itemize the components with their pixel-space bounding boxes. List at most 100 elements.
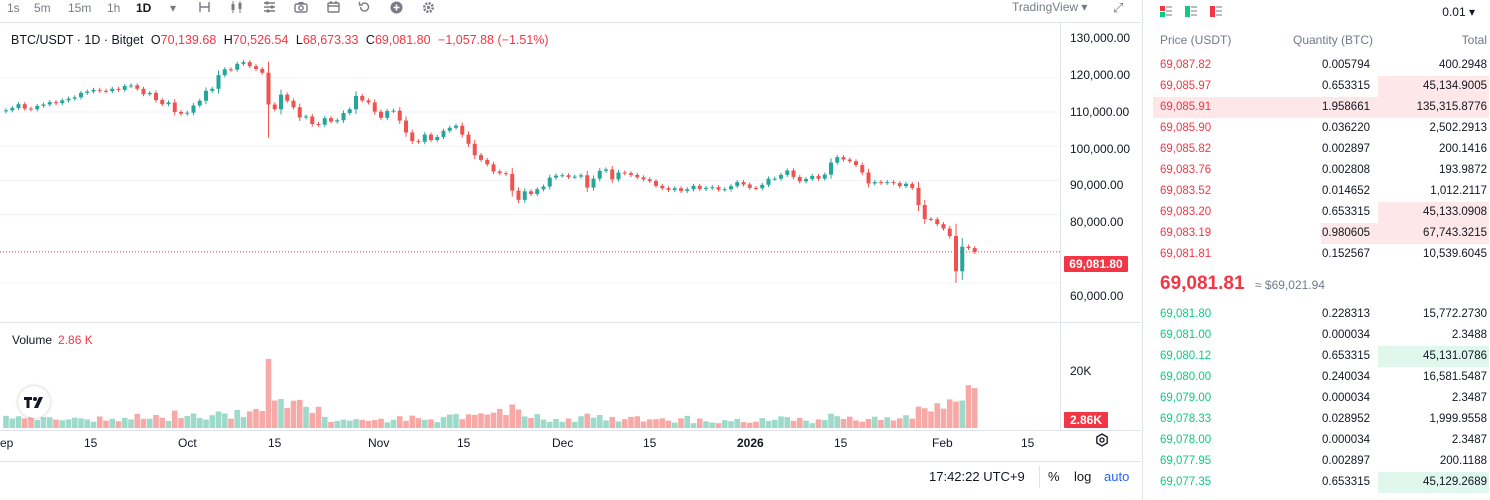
bid-row[interactable]: 69,077.35 0.653315 45,129.2689 (1153, 472, 1489, 493)
volume-bar (84, 419, 91, 428)
volume-bar (215, 411, 222, 428)
bid-total: 16,581.5487 (1423, 371, 1487, 383)
settings-icon[interactable] (1095, 433, 1109, 452)
candle-body (916, 187, 921, 205)
candle-body (722, 189, 727, 191)
calendar-icon[interactable] (327, 1, 340, 16)
interval-1s[interactable]: 1s (7, 1, 20, 15)
interval-15m[interactable]: 15m (68, 1, 92, 15)
time-axis-label: 15 (84, 436, 98, 450)
orderbook-bids-icon[interactable] (1185, 6, 1197, 17)
ask-row[interactable]: 69,081.81 0.152567 10,539.6045 (1153, 244, 1489, 265)
candle-body (416, 141, 421, 143)
ask-row[interactable]: 69,087.82 0.005794 400.2948 (1153, 55, 1489, 76)
ask-row[interactable]: 69,083.19 0.980605 67,743.3215 (1153, 223, 1489, 244)
ask-total: 400.2948 (1439, 59, 1487, 71)
chart-toolbar: 1s 5m 15m 1h 1D ▾ TradingView ▾ ⤢ (0, 0, 1141, 17)
volume-bar (28, 416, 34, 428)
time-axis-label: 2026 (737, 436, 764, 450)
ask-row[interactable]: 69,085.90 0.036220 2,502.2913 (1153, 118, 1489, 139)
candle-body (429, 134, 433, 141)
footer-border (0, 461, 1141, 462)
bid-row[interactable]: 69,080.12 0.653315 45,131.0786 (1153, 346, 1489, 367)
ask-price: 69,087.82 (1160, 59, 1212, 71)
volume-bar (603, 420, 609, 428)
volume-bar (159, 417, 166, 428)
candle-body (210, 88, 215, 91)
candle-body (204, 90, 208, 101)
candle-body (585, 175, 590, 188)
volume-bar (409, 415, 416, 428)
expand-icon[interactable]: ⤢ (1113, 0, 1124, 15)
volume-bar (871, 416, 878, 428)
interval-1h[interactable]: 1h (107, 1, 121, 15)
interval-5m[interactable]: 5m (34, 1, 51, 15)
candle-body (366, 100, 371, 103)
orderbook-asks-icon[interactable] (1210, 6, 1222, 17)
candle-body (810, 175, 815, 180)
candle-body (791, 170, 796, 177)
symbol-title[interactable]: BTC/USDT · 1D · Bitget (11, 33, 144, 47)
indicators-icon[interactable] (263, 1, 276, 16)
add-icon[interactable] (390, 1, 403, 17)
orderbook-both-icon[interactable] (1160, 6, 1172, 17)
open-label: O (150, 33, 161, 47)
open-value: 70,139.68 (160, 33, 217, 47)
volume-label[interactable]: Volume (12, 333, 53, 347)
bid-row[interactable]: 69,078.00 0.000034 2.3487 (1153, 430, 1489, 451)
interval-1d[interactable]: 1D (136, 1, 152, 15)
volume-bar (628, 416, 634, 428)
volume-bar (884, 417, 891, 428)
ask-row[interactable]: 69,083.20 0.653315 45,133.0908 (1153, 202, 1489, 223)
bid-quantity: 0.228313 (1322, 308, 1370, 320)
bid-quantity: 0.000034 (1322, 434, 1370, 446)
tradingview-logo[interactable] (18, 386, 50, 418)
price-axis-label: 60,000.00 (1070, 289, 1124, 303)
percent-scale-toggle[interactable]: % (1048, 469, 1060, 484)
high-label: H (223, 33, 233, 47)
precision-select[interactable]: 0.01 ▾ (1442, 5, 1475, 19)
ask-row[interactable]: 69,085.97 0.653315 45,134.9005 (1153, 76, 1489, 97)
volume-bar (21, 418, 28, 428)
volume-bar (421, 419, 428, 428)
utc-clock[interactable]: 17:42:22 UTC+9 (929, 469, 1025, 484)
volume-bar (640, 421, 647, 428)
candle-body (66, 98, 71, 101)
auto-scale-toggle[interactable]: auto (1104, 469, 1130, 484)
ask-row[interactable]: 69,083.52 0.014652 1,012.2117 (1153, 181, 1489, 202)
candle-body (335, 120, 340, 122)
tradingview-brand-menu[interactable]: TradingView ▾ (1012, 0, 1088, 14)
bid-total: 45,129.2689 (1423, 476, 1487, 488)
time-axis-label: Nov (368, 436, 390, 450)
bar-chart-icon[interactable] (198, 1, 211, 16)
volume-bar (909, 418, 916, 428)
candle-body (766, 178, 771, 185)
bid-row[interactable]: 69,077.95 0.002897 200.1188 (1153, 451, 1489, 472)
candle-body (566, 175, 571, 177)
candle-body (310, 116, 315, 124)
volume-bar (246, 411, 253, 428)
replay-icon[interactable] (358, 1, 371, 16)
bid-row[interactable]: 69,078.33 0.028952 1,999.9558 (1153, 409, 1489, 430)
volume-bar (934, 403, 941, 428)
ask-price: 69,081.81 (1160, 248, 1212, 260)
log-scale-toggle[interactable]: log (1074, 469, 1092, 484)
candlestick-chart[interactable] (0, 23, 1060, 430)
candle-body (485, 159, 490, 165)
bid-row[interactable]: 69,081.80 0.228313 15,772.2730 (1153, 304, 1489, 325)
camera-icon[interactable] (294, 1, 308, 16)
volume-bar (71, 417, 78, 428)
bid-row[interactable]: 69,080.00 0.240034 16,581.5487 (1153, 367, 1489, 388)
candlestick-icon[interactable] (230, 1, 243, 16)
ask-row[interactable]: 69,083.76 0.002808 193.9872 (1153, 160, 1489, 181)
ask-row[interactable]: 69,085.91 1.958661 135,315.8776 (1153, 97, 1489, 118)
candle-body (654, 181, 658, 186)
volume-bar (721, 420, 728, 428)
bid-row[interactable]: 69,079.00 0.000034 2.3487 (1153, 388, 1489, 409)
bid-row[interactable]: 69,081.00 0.000034 2.3488 (1153, 325, 1489, 346)
ask-row[interactable]: 69,085.82 0.002897 200.1416 (1153, 139, 1489, 160)
volume-bar (390, 419, 397, 428)
volume-bar (228, 418, 234, 428)
gear-icon[interactable] (422, 1, 435, 17)
interval-dropdown[interactable]: ▾ (170, 1, 177, 15)
